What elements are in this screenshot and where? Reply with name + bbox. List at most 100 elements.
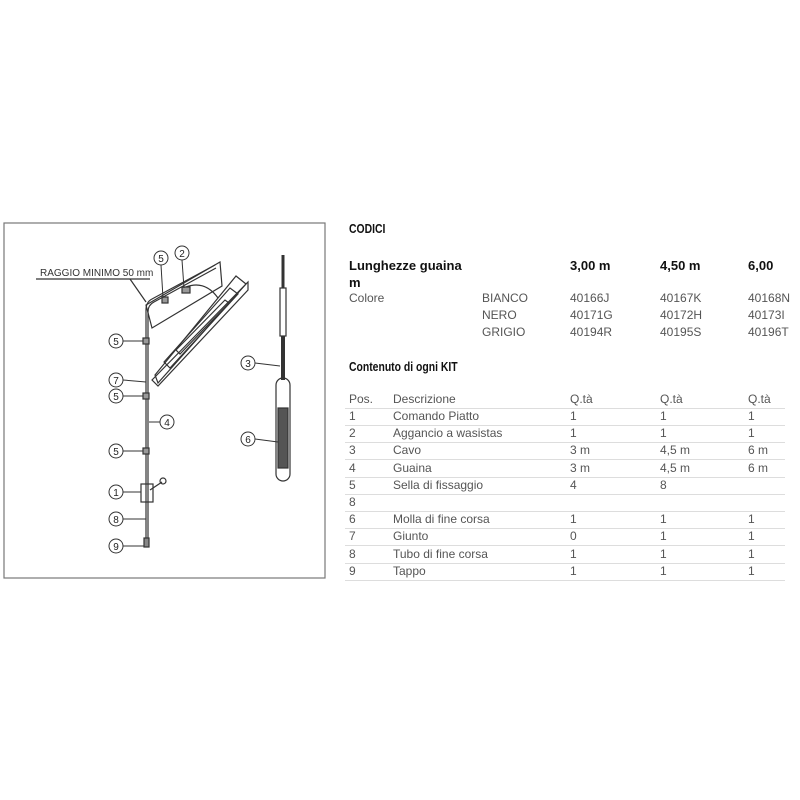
codici-title: CODICI: [349, 221, 386, 236]
table-cell: 8: [660, 477, 667, 492]
callout-circle: [108, 372, 124, 388]
table-cell: 5: [349, 477, 356, 492]
callout-number: 8: [113, 515, 119, 526]
callout-circle: [108, 484, 124, 500]
table-cell: 3 m: [570, 443, 591, 458]
table-cell: 1: [748, 512, 755, 527]
product-code: 40166J: [570, 291, 610, 305]
table-cell: 1: [660, 563, 667, 578]
table-cell: 1: [660, 546, 667, 561]
rod-drawing: [275, 255, 291, 482]
length-4-5m: 4,50 m: [660, 258, 701, 273]
product-code: 40194R: [570, 325, 613, 339]
table-cell: 9: [349, 563, 356, 578]
callout-circle: [108, 333, 124, 349]
callout-leader: [254, 362, 281, 367]
table-cell: 1: [570, 546, 577, 561]
table-cell: 1: [748, 409, 755, 423]
table-cell: Descrizione: [393, 392, 456, 406]
table-cell: 1: [748, 546, 755, 561]
table-cell: Q.tà: [570, 392, 593, 406]
table-cell: 4,5 m: [660, 460, 691, 475]
table-cell: Cavo: [393, 443, 422, 458]
callout-circle: [108, 511, 124, 527]
callout-leader: [181, 259, 185, 289]
table-cell: Comando Piatto: [393, 409, 480, 423]
table-cell: 6 m: [748, 443, 769, 458]
table-row: 1 Comando Piatto 1 1 1: [345, 408, 785, 426]
product-code: 40196T: [748, 325, 789, 339]
table-cell: Guaina: [393, 460, 432, 475]
table-cell: 1: [570, 409, 577, 423]
color-name: NERO: [482, 308, 517, 322]
callout-number: 5: [113, 447, 119, 458]
callout-circle: [108, 538, 124, 554]
table-cell: 2: [349, 426, 356, 441]
callout-circle: [153, 250, 169, 266]
table-row: 2 Aggancio a wasistas 1 1 1: [345, 425, 785, 444]
callout-number: 5: [113, 337, 119, 348]
table-cell: 1: [660, 409, 667, 423]
table-cell: 1: [660, 426, 667, 441]
kit-title: Contenuto di ogni KIT: [349, 359, 458, 374]
callout-circle: [174, 245, 190, 261]
product-code: 40172H: [660, 308, 703, 322]
table-cell: 8: [349, 495, 356, 509]
table-cell: 4: [570, 477, 577, 492]
callout-leader: [254, 438, 279, 443]
table-cell: 1: [660, 512, 667, 527]
callout-number: 3: [245, 359, 251, 370]
callout-number: 5: [158, 254, 164, 265]
radius-label: RAGGIO MINIMO 50 mm: [40, 268, 153, 279]
callout-number: 6: [245, 435, 251, 446]
callout-number: 9: [113, 542, 119, 553]
callout-circle: [108, 443, 124, 459]
table-cell: Tappo: [393, 563, 426, 578]
callout-number: 4: [164, 418, 170, 429]
length-6m: 6,00: [748, 258, 774, 273]
callout-leader: [160, 264, 164, 299]
table-row: 4 Guaina 3 m 4,5 m 6 m: [345, 460, 785, 478]
table-cell: Sella di fissaggio: [393, 477, 484, 492]
table-cell: 1: [660, 529, 667, 544]
table-cell: Q.tà: [748, 392, 771, 406]
table-cell: Aggancio a wasistas: [393, 426, 503, 441]
table-row: 6 Molla di fine corsa 1 1 1: [345, 511, 785, 530]
length-label-cont: m: [349, 275, 361, 290]
table-cell: 4: [349, 460, 356, 475]
product-code: 40195S: [660, 325, 702, 339]
callout-circle: [159, 414, 175, 430]
table-header: Pos. Descrizione Q.tà Q.tà Q.tà: [345, 391, 785, 409]
callout-number: 1: [113, 488, 119, 499]
table-cell: 0: [570, 529, 577, 544]
color-name: GRIGIO: [482, 325, 526, 339]
table-row: 8 Tubo di fine corsa 1 1 1: [345, 546, 785, 564]
table-cell: Tubo di fine corsa: [393, 546, 488, 561]
table-cell: 1: [570, 512, 577, 527]
table-row: 7 Giunto 0 1 1: [345, 528, 785, 547]
table-cell: 6: [349, 512, 356, 527]
table-cell: Pos.: [349, 392, 374, 406]
callout-number: 2: [179, 249, 185, 260]
table-cell: 1: [570, 563, 577, 578]
table-cell: 1: [349, 409, 356, 423]
table-cell: 8: [349, 546, 356, 561]
table-row: 5 Sella di fissaggio 4 8: [345, 477, 785, 495]
table-cell: 3 m: [570, 460, 591, 475]
product-code: 40171G: [570, 308, 613, 322]
callouts: 5 2 5 7 5 4 5 1 8 9 3 6: [108, 245, 281, 554]
table-cell: 1: [748, 529, 755, 544]
window-drawing: [36, 261, 249, 548]
table-cell: Q.tà: [660, 392, 683, 406]
callout-number: 5: [113, 392, 119, 403]
table-cell: Molla di fine corsa: [393, 512, 490, 527]
callout-circle: [108, 388, 124, 404]
product-code: 40168N: [748, 291, 791, 305]
table-cell: Giunto: [393, 529, 429, 544]
callout-leader: [122, 379, 147, 383]
callout-circle: [240, 431, 256, 447]
table-cell: 3: [349, 443, 356, 458]
length-3m: 3,00 m: [570, 258, 611, 273]
table-row: 3 Cavo 3 m 4,5 m 6 m: [345, 442, 785, 461]
